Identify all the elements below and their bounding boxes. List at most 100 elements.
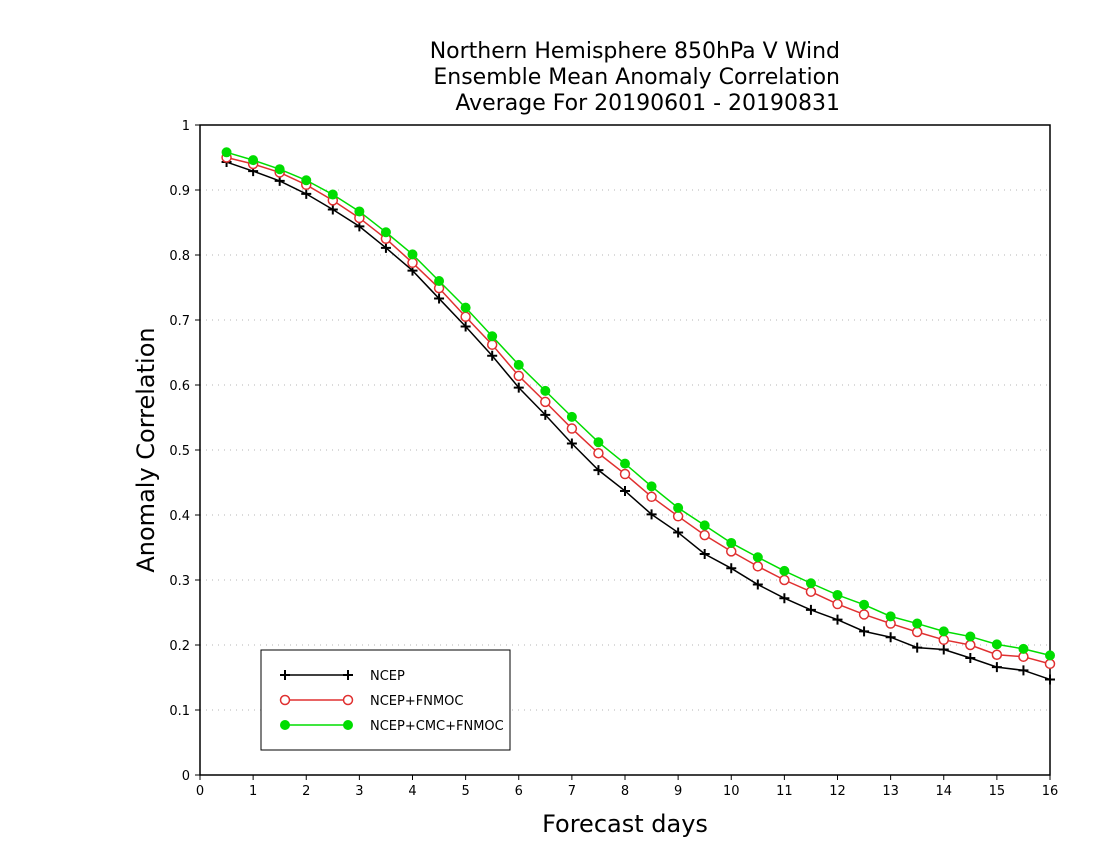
data-point-s1-18 bbox=[699, 529, 710, 541]
series-line-0 bbox=[226, 161, 1051, 681]
data-point-s2-25 bbox=[885, 611, 896, 622]
data-point-s0-19 bbox=[726, 563, 737, 574]
y-tick-label-4: 0.4 bbox=[169, 509, 190, 524]
legend-entry-2: NCEP+CMC+FNMOC bbox=[280, 719, 504, 734]
data-point-s2-9 bbox=[460, 302, 471, 313]
data-point-s0-27 bbox=[938, 644, 949, 655]
data-point-s0-10 bbox=[487, 350, 498, 361]
data-point-s1-29 bbox=[991, 649, 1003, 660]
legend-label-2: NCEP+CMC+FNMOC bbox=[370, 719, 504, 734]
data-point-s0-15 bbox=[620, 485, 630, 496]
data-point-s0-30 bbox=[1018, 665, 1029, 676]
data-point-s0-28 bbox=[965, 653, 976, 663]
x-tick-label-10: 10 bbox=[723, 784, 740, 799]
x-tick-label-9: 9 bbox=[674, 784, 682, 799]
data-point-s2-27 bbox=[938, 626, 949, 637]
data-point-s2-11 bbox=[513, 359, 524, 370]
y-tick-label-0: 0 bbox=[182, 769, 190, 784]
x-tick-label-5: 5 bbox=[461, 784, 469, 799]
data-point-s1-17 bbox=[672, 511, 684, 522]
data-point-s2-28 bbox=[965, 631, 976, 642]
data-point-s2-18 bbox=[699, 520, 710, 531]
data-point-s0-18 bbox=[699, 549, 710, 559]
x-tick-label-11: 11 bbox=[776, 784, 793, 799]
data-point-s1-24 bbox=[858, 609, 870, 620]
y-tick-label-7: 0.7 bbox=[169, 314, 190, 329]
x-tick-label-15: 15 bbox=[989, 784, 1006, 799]
data-point-s2-8 bbox=[434, 276, 445, 286]
legend-marker-right-0 bbox=[343, 670, 353, 680]
data-point-s0-21 bbox=[779, 593, 790, 604]
data-point-s0-8 bbox=[434, 293, 445, 304]
data-point-s2-15 bbox=[620, 458, 630, 469]
data-point-s2-14 bbox=[593, 437, 604, 448]
x-axis-label: Forecast days bbox=[542, 810, 708, 838]
data-point-s1-20 bbox=[752, 561, 764, 572]
data-point-s0-3 bbox=[301, 188, 312, 199]
data-point-s2-1 bbox=[248, 155, 259, 166]
data-point-s2-10 bbox=[487, 331, 498, 342]
x-tick-label-8: 8 bbox=[621, 784, 629, 799]
x-tick-label-12: 12 bbox=[829, 784, 846, 799]
data-point-s0-13 bbox=[566, 438, 577, 449]
y-tick-label-1: 0.1 bbox=[169, 704, 190, 719]
y-tick-label-10: 1 bbox=[182, 119, 190, 134]
data-point-s2-20 bbox=[752, 552, 763, 563]
data-point-s1-12 bbox=[540, 396, 551, 408]
x-tick-label-16: 16 bbox=[1042, 784, 1059, 799]
x-tick-label-7: 7 bbox=[568, 784, 576, 799]
data-point-s0-29 bbox=[991, 662, 1002, 673]
data-point-s2-24 bbox=[859, 599, 870, 610]
data-point-s0-16 bbox=[646, 509, 657, 520]
data-point-s1-21 bbox=[779, 574, 790, 586]
data-point-s0-31 bbox=[1045, 674, 1055, 685]
x-tick-label-2: 2 bbox=[302, 784, 310, 799]
data-point-s1-28 bbox=[965, 639, 976, 651]
data-point-s0-14 bbox=[593, 465, 604, 476]
y-axis-label: Anomaly Correlation bbox=[132, 327, 160, 572]
series-0 bbox=[221, 157, 1055, 685]
data-point-s1-26 bbox=[911, 626, 923, 638]
y-tick-label-8: 0.8 bbox=[169, 249, 190, 264]
y-tick-label-9: 0.9 bbox=[169, 184, 190, 199]
data-point-s1-14 bbox=[593, 448, 604, 459]
x-tick-label-3: 3 bbox=[355, 784, 363, 799]
data-point-s2-13 bbox=[566, 411, 577, 422]
data-point-s1-31 bbox=[1044, 658, 1056, 670]
data-point-s1-11 bbox=[513, 370, 524, 382]
data-point-s0-11 bbox=[513, 382, 524, 393]
data-point-s1-19 bbox=[726, 546, 737, 557]
data-point-s1-7 bbox=[407, 257, 418, 269]
data-point-s1-13 bbox=[566, 423, 578, 434]
grid bbox=[200, 189, 1050, 711]
y-tick-label-6: 0.6 bbox=[169, 379, 190, 394]
legend-marker-left-0 bbox=[280, 670, 290, 680]
title-line-2: Ensemble Mean Anomaly Correlation bbox=[433, 65, 840, 90]
data-point-s1-15 bbox=[619, 468, 631, 480]
x-tick-label-13: 13 bbox=[882, 784, 899, 799]
data-point-s0-4 bbox=[327, 204, 338, 215]
legend: NCEP NCEP+FNMOC NCEP+CMC+FNMOC bbox=[260, 649, 511, 751]
axis-ticks: 00.10.20.30.40.50.60.70.80.910 1 2 3 4 5 6 7 8 9 1… bbox=[169, 119, 1058, 799]
data-point-s2-7 bbox=[407, 249, 418, 260]
data-point-s1-27 bbox=[938, 634, 949, 646]
data-point-s0-23 bbox=[832, 614, 843, 625]
data-point-s0-26 bbox=[912, 642, 923, 653]
data-point-s2-29 bbox=[991, 639, 1002, 650]
x-tick-label-0: 0 bbox=[196, 784, 204, 799]
data-point-s1-23 bbox=[832, 598, 843, 610]
x-tick-label-1: 1 bbox=[249, 784, 257, 799]
data-point-s2-12 bbox=[540, 385, 551, 396]
data-point-s2-26 bbox=[912, 618, 923, 629]
y-tick-label-5: 0.5 bbox=[169, 444, 190, 459]
data-point-s1-22 bbox=[805, 586, 817, 597]
x-tick-label-6: 6 bbox=[515, 784, 523, 799]
legend-marker-right-1 bbox=[342, 694, 354, 706]
legend-marker-left-2 bbox=[280, 720, 290, 730]
data-point-s0-25 bbox=[885, 632, 896, 643]
data-point-s2-6 bbox=[380, 227, 391, 238]
legend-entry-0: NCEP bbox=[280, 669, 405, 684]
y-tick-label-2: 0.2 bbox=[169, 639, 190, 654]
data-point-s2-2 bbox=[274, 164, 285, 175]
y-tick-label-3: 0.3 bbox=[169, 574, 190, 589]
